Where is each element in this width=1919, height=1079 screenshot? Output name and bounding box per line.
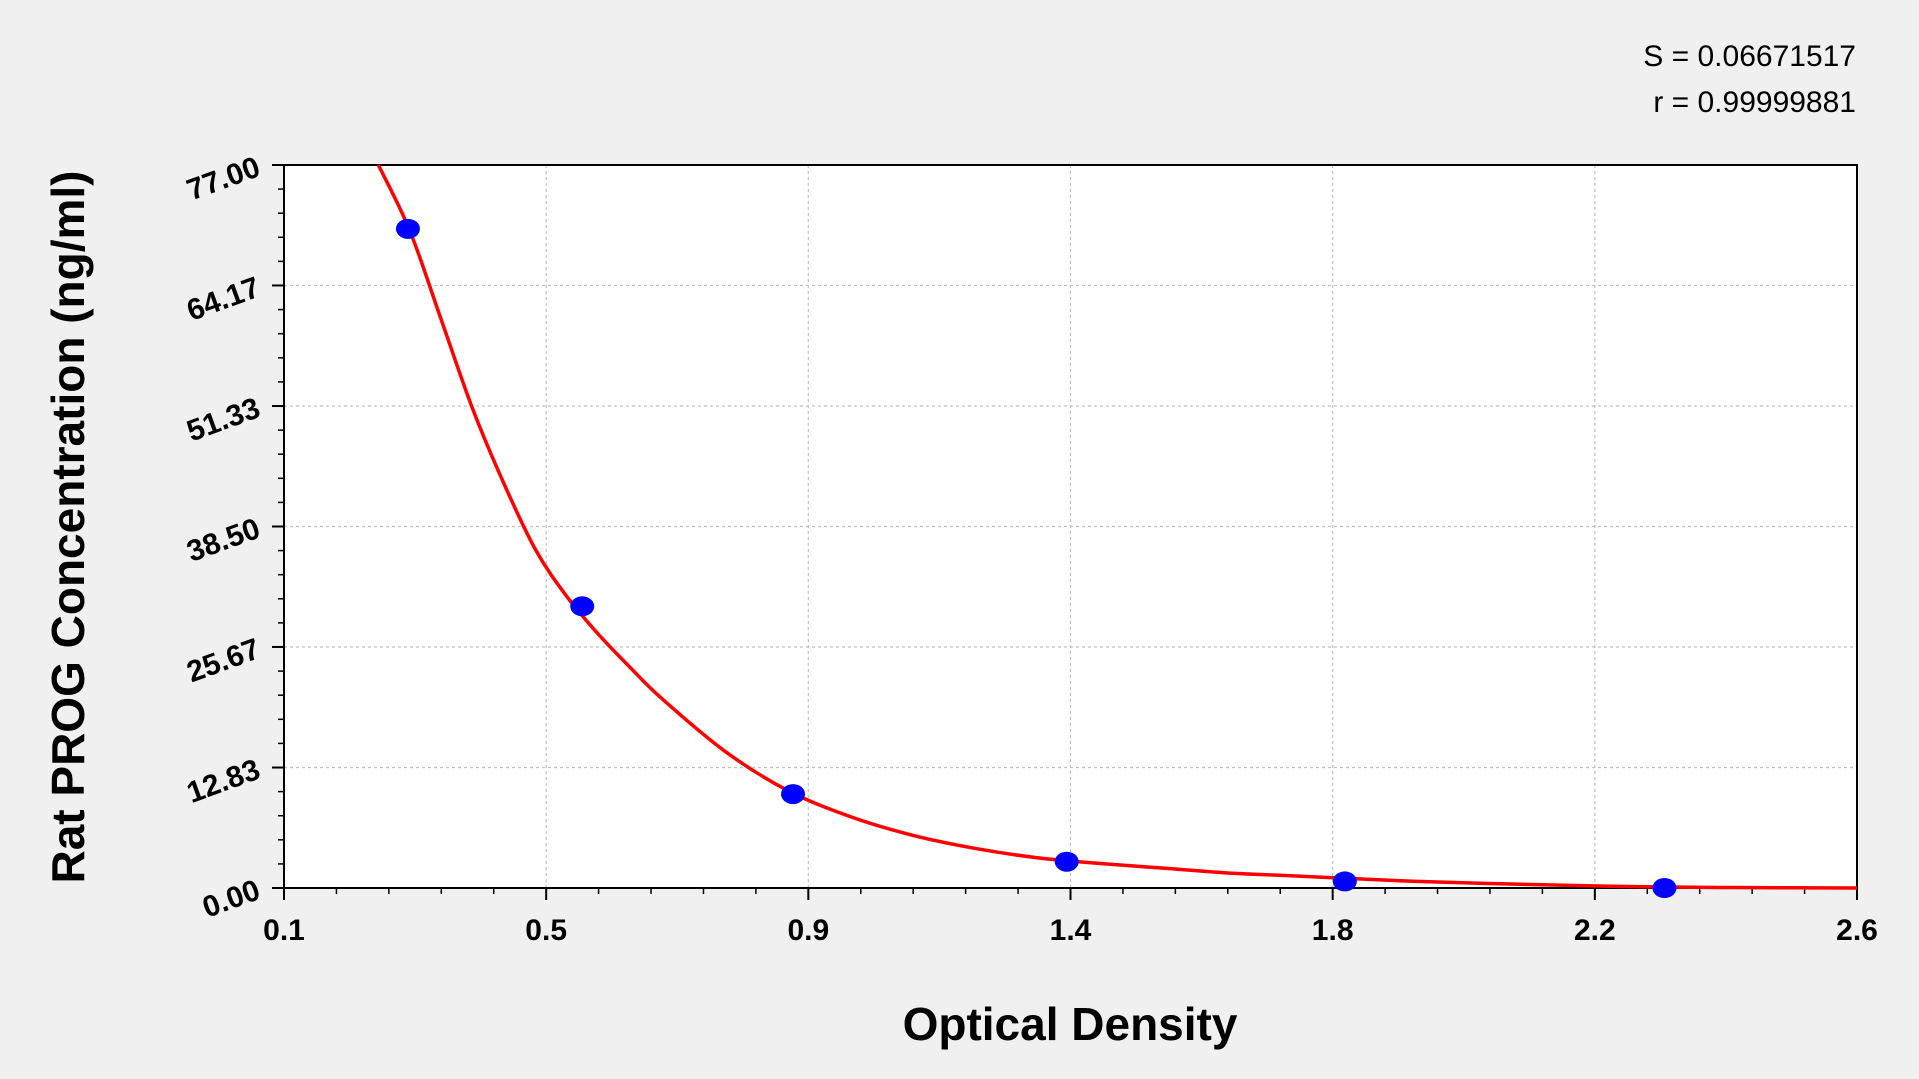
y-tick-label: 51.33 xyxy=(183,392,265,449)
data-point xyxy=(570,596,595,617)
data-point xyxy=(1332,871,1357,892)
y-tick-label: 64.17 xyxy=(183,271,265,328)
x-tick-labels: 0.1 0.5 0.9 1.4 1.8 2.2 2.6 xyxy=(263,914,1878,947)
data-point xyxy=(1054,851,1079,872)
data-point xyxy=(395,218,420,239)
major-ticks xyxy=(272,164,1858,900)
x-tick-label: 0.5 xyxy=(525,914,567,947)
x-tick-label: 2.6 xyxy=(1836,914,1878,947)
plot-frame xyxy=(283,164,1858,889)
data-point xyxy=(781,784,806,805)
y-tick-label: 77.00 xyxy=(183,151,265,208)
x-tick-label: 1.8 xyxy=(1312,914,1354,947)
grid xyxy=(284,165,1857,888)
y-tick-label: 38.50 xyxy=(183,512,265,569)
y-tick-label: 25.67 xyxy=(183,633,265,690)
annotation-r: r = 0.99999881 xyxy=(1653,86,1856,119)
y-axis-title: Rat PROG Concentration (ng/ml) xyxy=(42,171,94,884)
x-tick-label: 2.2 xyxy=(1574,914,1616,947)
x-tick-label: 1.4 xyxy=(1050,914,1092,947)
fit-curve xyxy=(376,164,1858,890)
fit-curve-layer xyxy=(376,164,1858,890)
y-tick-label: 0.00 xyxy=(198,874,264,925)
x-axis-title: Optical Density xyxy=(903,998,1238,1050)
annotation-s: S = 0.06671517 xyxy=(1643,40,1856,73)
y-tick-label: 12.83 xyxy=(183,753,265,810)
x-tick-label: 0.9 xyxy=(787,914,829,947)
data-point xyxy=(1652,878,1677,898)
y-tick-labels: 0.00 12.83 25.67 38.50 51.33 64.17 77.00 xyxy=(183,151,265,925)
data-points-layer xyxy=(395,218,1677,898)
x-tick-label: 0.1 xyxy=(263,914,305,947)
